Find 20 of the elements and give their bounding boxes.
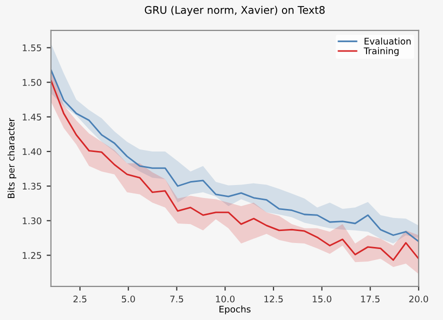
y-tick-label: 1.45 <box>22 114 42 120</box>
x-tick-label: 2.5 <box>73 296 86 302</box>
y-tick-label: 1.40 <box>22 148 42 156</box>
y-tick-label: 1.30 <box>22 217 42 224</box>
x-tick-label: 10.0 <box>216 296 235 302</box>
x-tick-label: 5.0 <box>122 296 135 302</box>
x-tick-label: 12.5 <box>264 296 283 302</box>
chart-title: GRU (Layer norm, Xavier) on Text8 <box>144 6 325 16</box>
x-axis-title: Epochs <box>220 306 251 314</box>
x-tick-label: 17.5 <box>361 296 380 302</box>
y-tick-label: 1.25 <box>22 252 42 259</box>
y-axis-title: Bits per character <box>8 118 16 198</box>
legend-label: Training <box>364 47 399 56</box>
legend-label: Evaluation <box>364 38 411 45</box>
y-tick-label: 1.50 <box>22 79 42 86</box>
x-tick-label: 7.5 <box>170 296 184 302</box>
y-tick-label: 1.35 <box>22 182 42 190</box>
x-tick-label: 15.0 <box>312 296 332 302</box>
x-tick-label: 20.0 <box>409 296 428 302</box>
y-tick-label: 1.55 <box>22 44 42 52</box>
